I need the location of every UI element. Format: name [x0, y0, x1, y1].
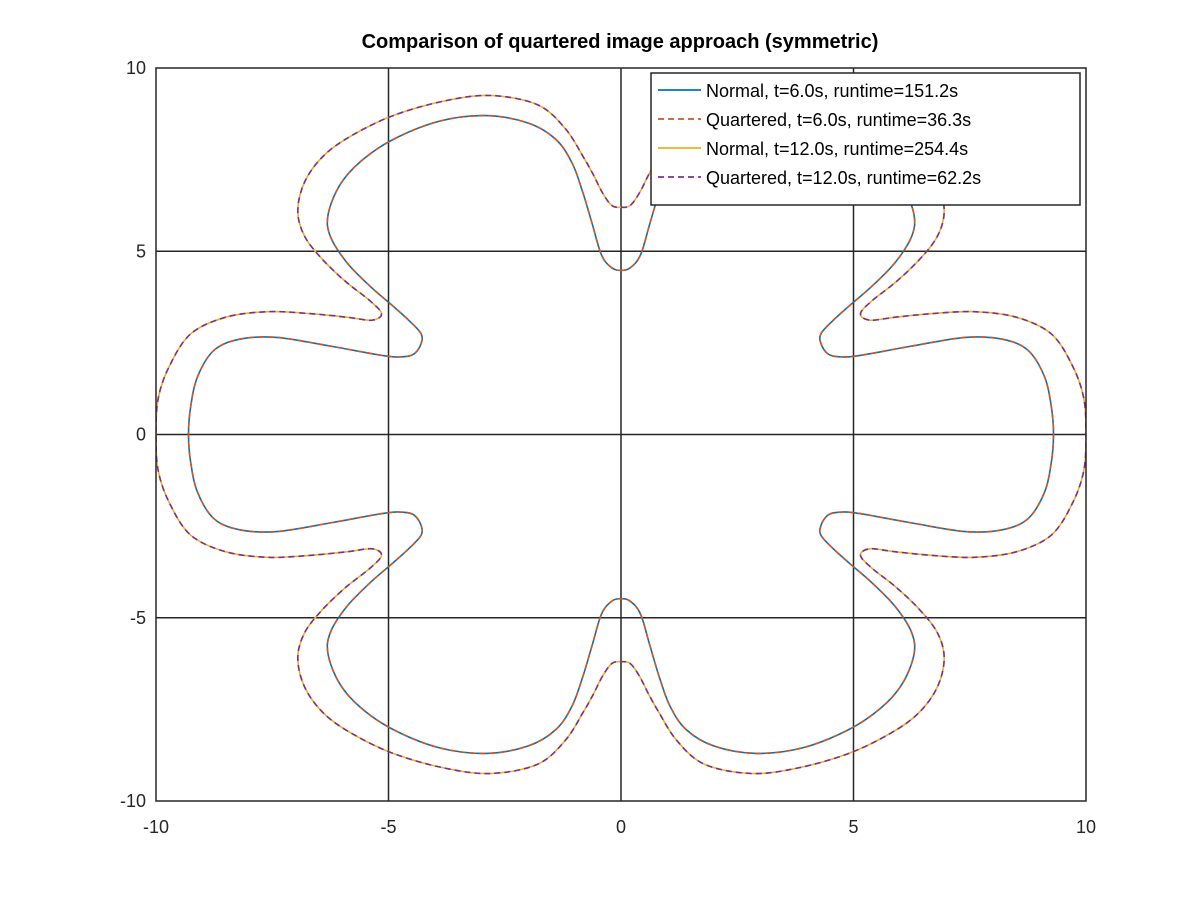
- legend-label-2: Quartered, t=6.0s, runtime=36.3s: [706, 110, 971, 130]
- legend-label-3: Normal, t=12.0s, runtime=254.4s: [706, 139, 968, 159]
- y-tick-label: -10: [120, 791, 146, 811]
- legend: Normal, t=6.0s, runtime=151.2s Quartered,…: [650, 72, 1081, 206]
- axes-box: [155, 67, 1087, 802]
- legend-label-1: Normal, t=6.0s, runtime=151.2s: [706, 81, 958, 101]
- x-tick-label: 10: [1076, 817, 1096, 837]
- y-tick-label: 5: [136, 241, 146, 261]
- series-layer: [156, 94, 1086, 775]
- grid-lines: [156, 68, 1086, 801]
- x-tick-label: 0: [616, 817, 626, 837]
- y-tick-label: 10: [126, 58, 146, 78]
- chart-title: Comparison of quartered image approach (…: [362, 31, 879, 53]
- y-tick-label: -5: [130, 608, 146, 628]
- y-tick-label: 0: [136, 425, 146, 445]
- legend-box: [650, 72, 1081, 206]
- series-line-4: [156, 94, 1086, 775]
- x-tick-label: -5: [380, 817, 396, 837]
- legend-label-4: Quartered, t=12.0s, runtime=62.2s: [706, 168, 981, 188]
- x-tick-label: 5: [848, 817, 858, 837]
- axis-ticks: -10 -5 0 5 10 -10 -5 0 5 10: [120, 58, 1096, 837]
- x-tick-label: -10: [143, 817, 169, 837]
- series-line-2: [187, 114, 1055, 755]
